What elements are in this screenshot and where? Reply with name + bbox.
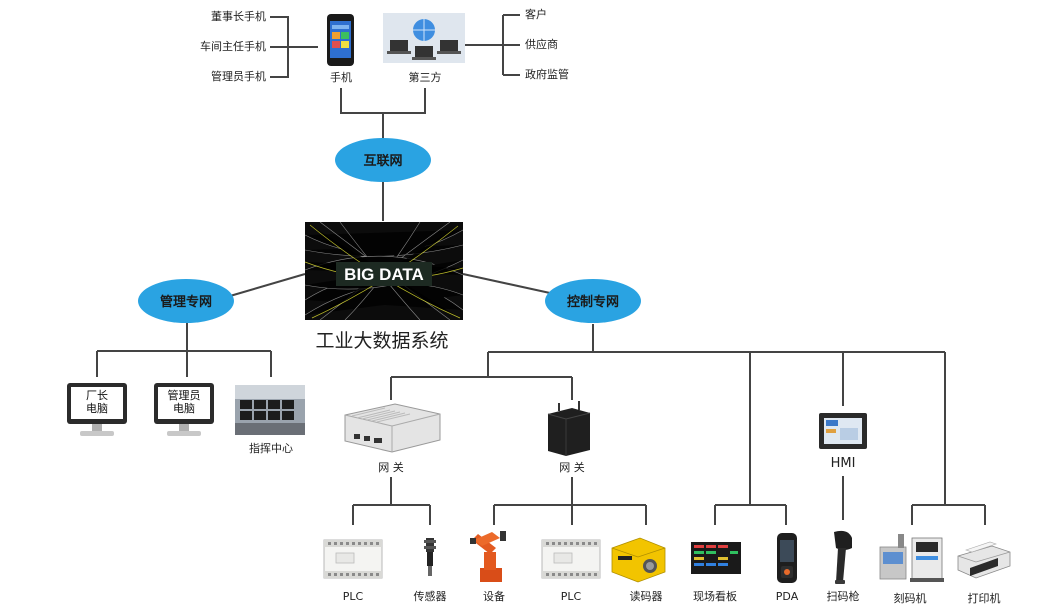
phone-user-admin: 管理员手机 [211, 70, 266, 83]
factory-director-pc-label: 厂长 电脑 [71, 389, 123, 415]
laser-marker-icon [879, 534, 944, 582]
phone-user-workshop-director: 车间主任手机 [200, 40, 266, 53]
code-reader-icon [611, 537, 666, 583]
hmi-icon [819, 413, 867, 449]
connector-lines [96, 14, 986, 525]
phone-icon [327, 14, 354, 66]
internet-hub-label: 互联网 [363, 154, 402, 169]
gateway-1-label: 网 关 [378, 461, 404, 474]
phone-label: 手机 [330, 71, 352, 84]
plc-2-icon [541, 539, 601, 579]
admin-pc-icon [154, 383, 214, 436]
command-center-label: 指挥中心 [249, 442, 293, 455]
printer-icon [957, 541, 1011, 579]
barcode-scanner-icon [834, 530, 852, 584]
device-label-printer: 打印机 [967, 592, 1001, 605]
factory-director-pc-line2: 电脑 [86, 402, 108, 415]
pda-icon [777, 533, 797, 583]
hmi-label: HMI [830, 456, 856, 471]
device-label-laser-marker: 刻码机 [893, 592, 927, 605]
internet-hub: 互联网 [335, 138, 431, 182]
robot-arm-icon [470, 531, 506, 582]
admin-pc-label: 管理员 电脑 [158, 389, 210, 415]
admin-pc-line2: 电脑 [173, 402, 195, 415]
big-data-logo-text: BIG DATA [344, 265, 424, 284]
device-label-plc-1: PLC [342, 590, 364, 603]
device-label-scanner: 扫码枪 [826, 590, 860, 603]
sensor-icon [424, 538, 436, 576]
device-label-sensor: 传感器 [413, 590, 447, 603]
third-party-label: 第三方 [408, 71, 442, 84]
third-party-network-icon [383, 13, 465, 63]
third-party-government: 政府监管 [525, 68, 569, 81]
ctrl-net-hub-label: 控制专网 [567, 294, 619, 310]
ctrl-net-hub: 控制专网 [545, 279, 641, 323]
phone-user-chairman: 董事长手机 [211, 10, 266, 23]
device-label-plc-2: PLC [560, 590, 582, 603]
system-title: 工业大数据系统 [315, 330, 449, 352]
admin-pc-line1: 管理员 [167, 389, 201, 402]
command-center-image [235, 385, 305, 435]
big-data-image: BIG DATA [304, 221, 464, 321]
gateway-1-icon [344, 403, 441, 453]
mgmt-net-hub: 管理专网 [138, 279, 234, 323]
device-label-kanban: 现场看板 [693, 590, 737, 603]
factory-director-pc-line1: 厂长 [86, 389, 108, 402]
third-party-customer: 客户 [525, 8, 547, 21]
gateway-2-icon [547, 401, 591, 456]
gateway-2-label: 网 关 [559, 461, 585, 474]
mgmt-net-hub-label: 管理专网 [160, 294, 212, 310]
device-label-code-reader: 读码器 [629, 590, 663, 603]
device-label-equipment: 设备 [483, 590, 505, 603]
factory-director-pc-icon [67, 383, 127, 436]
kanban-board-icon [691, 542, 741, 574]
third-party-supplier: 供应商 [525, 38, 558, 51]
plc-1-icon [323, 539, 383, 579]
device-label-pda: PDA [775, 590, 799, 603]
